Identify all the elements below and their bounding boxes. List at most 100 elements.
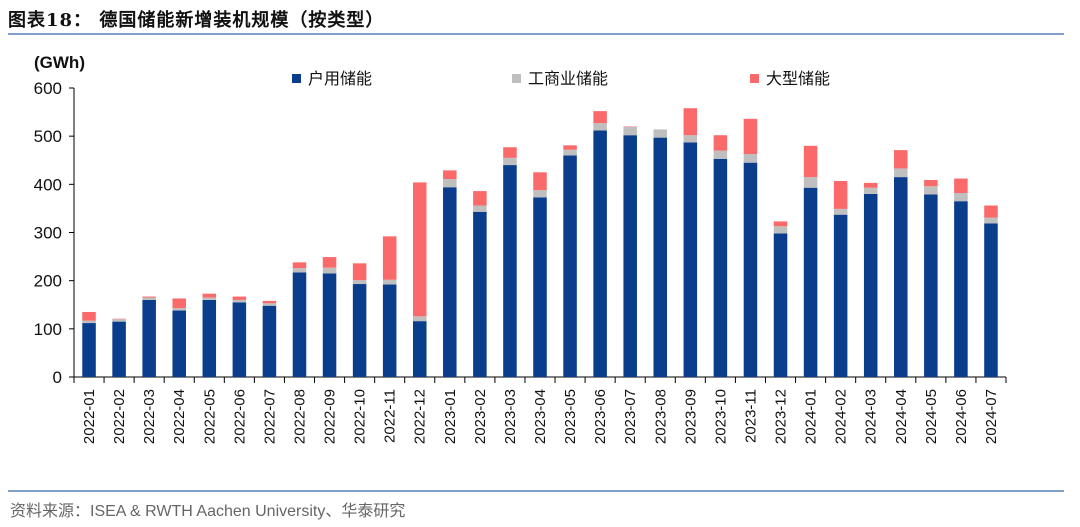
bar-segment-commercial — [82, 320, 96, 324]
bar-segment-utility — [352, 263, 367, 281]
x-tick-label: 2022-07 — [261, 389, 278, 444]
x-tick-label: 2022-05 — [201, 389, 218, 444]
bar-segment-household — [292, 272, 307, 377]
bar-segment-utility — [503, 147, 517, 158]
bar-segment-commercial — [863, 187, 878, 194]
bar-segment-utility — [202, 293, 217, 298]
y-tick-label: 600 — [34, 79, 62, 98]
bar-segment-household — [202, 299, 217, 377]
bar-segment-utility — [683, 108, 698, 136]
bar-segment-household — [743, 162, 758, 377]
bar-segment-commercial — [292, 268, 307, 273]
bar-segment-household — [713, 158, 728, 377]
x-tick-label: 2024-01 — [803, 389, 820, 444]
bar-segment-household — [142, 299, 156, 377]
bar-segment-commercial — [623, 127, 637, 136]
bar-segment-utility — [443, 170, 457, 180]
bar-segment-household — [232, 302, 247, 377]
bar-segment-commercial — [262, 303, 277, 306]
x-tick-label: 2022-12 — [412, 389, 429, 444]
bar-segment-household — [412, 321, 427, 377]
x-tick-label: 2022-04 — [171, 389, 188, 444]
bar-segment-household — [593, 130, 607, 377]
bar-segment-utility — [954, 178, 968, 194]
x-tick-label: 2022-03 — [141, 389, 158, 444]
bar-segment-commercial — [803, 177, 818, 188]
x-tick-label: 2023-09 — [682, 389, 699, 444]
bar-segment-commercial — [503, 157, 517, 166]
bar-segment-household — [894, 177, 908, 377]
bar-segment-household — [563, 155, 577, 377]
bar-segment-commercial — [593, 123, 607, 131]
bar-segment-utility — [713, 135, 728, 151]
x-axis: 2022-01 2022-02 2022-03 2022-04 2022-05 2022-… — [73, 376, 1007, 444]
legend-label-household: 户用储能 — [308, 69, 372, 88]
bar-segment-commercial — [172, 308, 186, 311]
top-rule — [8, 33, 1064, 35]
bar-segment-household — [352, 284, 367, 377]
bar-segment-household — [382, 284, 397, 377]
legend-swatch-commercial — [512, 74, 521, 83]
x-tick-label: 2024-02 — [833, 389, 850, 444]
bar-segment-household — [533, 197, 547, 377]
x-tick-label: 2022-02 — [111, 389, 128, 444]
bar-segment-commercial — [473, 205, 487, 212]
bar-segment-commercial — [142, 297, 156, 300]
bar-segment-utility — [924, 179, 938, 187]
bar-segment-commercial — [954, 193, 968, 202]
bar-segment-utility — [292, 262, 307, 269]
y-axis: 0 100 200 300 400 500 600 (GWh) — [34, 53, 85, 387]
x-tick-label: 2024-05 — [923, 389, 940, 444]
bar-segment-utility — [172, 298, 186, 309]
bar-segment-household — [623, 135, 637, 377]
x-tick-label: 2023-10 — [712, 389, 729, 444]
bar-segment-utility — [322, 257, 337, 268]
x-tick-label: 2022-01 — [81, 389, 98, 444]
bar-segment-commercial — [833, 208, 848, 215]
bar-segment-utility — [803, 145, 818, 178]
bar-segment-utility — [142, 296, 156, 298]
bar-segment-utility — [382, 236, 397, 280]
x-tick-label: 2022-10 — [352, 389, 369, 444]
legend: 户用储能 工商业储能 大型储能 — [292, 69, 830, 88]
bar-segment-household — [863, 193, 878, 377]
bar-segment-household — [82, 323, 96, 377]
bar-segment-household — [112, 321, 126, 377]
bar-segment-commercial — [743, 153, 758, 163]
x-tick-label: 2024-04 — [893, 389, 910, 444]
bar-segment-household — [803, 187, 818, 377]
x-tick-label: 2023-03 — [502, 389, 519, 444]
bar-segment-utility — [593, 111, 607, 124]
bar-segment-household — [653, 137, 668, 377]
x-tick-label: 2022-06 — [231, 389, 248, 444]
bar-segment-household — [443, 187, 457, 377]
bar-segment-commercial — [713, 150, 728, 159]
bar-segment-commercial — [683, 135, 698, 143]
bar-segment-utility — [743, 118, 758, 154]
bar-segment-commercial — [443, 179, 457, 188]
bar-segment-household — [924, 194, 938, 377]
x-tick-label: 2023-05 — [562, 389, 579, 444]
x-tick-label: 2023-07 — [622, 389, 639, 444]
x-tick-label: 2024-07 — [983, 389, 1000, 444]
bar-segment-commercial — [352, 280, 367, 285]
figure-title: 图表18： 德国储能新增装机规模（按类型） — [8, 10, 385, 31]
bar-segment-household — [172, 310, 186, 377]
bar-segment-utility — [833, 180, 848, 209]
y-tick-label: 200 — [34, 272, 62, 291]
x-tick-label: 2023-01 — [442, 389, 459, 444]
source-note: 资料来源：ISEA & RWTH Aachen University、华泰研究 — [10, 503, 406, 520]
x-tick-label: 2022-11 — [382, 389, 399, 443]
bar-segment-commercial — [773, 226, 788, 234]
bar-segment-commercial — [412, 316, 427, 322]
x-tick-label: 2022-09 — [322, 389, 339, 444]
bottom-rule — [8, 490, 1064, 492]
bar-segment-household — [773, 233, 788, 377]
bar-segment-commercial — [202, 297, 217, 300]
bar-segment-commercial — [232, 299, 247, 303]
x-tick-label: 2023-06 — [592, 389, 609, 444]
bar-segment-household — [473, 211, 487, 377]
bar-segment-utility — [533, 172, 547, 191]
bar-segment-household — [833, 214, 848, 377]
bar-segment-utility — [82, 311, 96, 321]
